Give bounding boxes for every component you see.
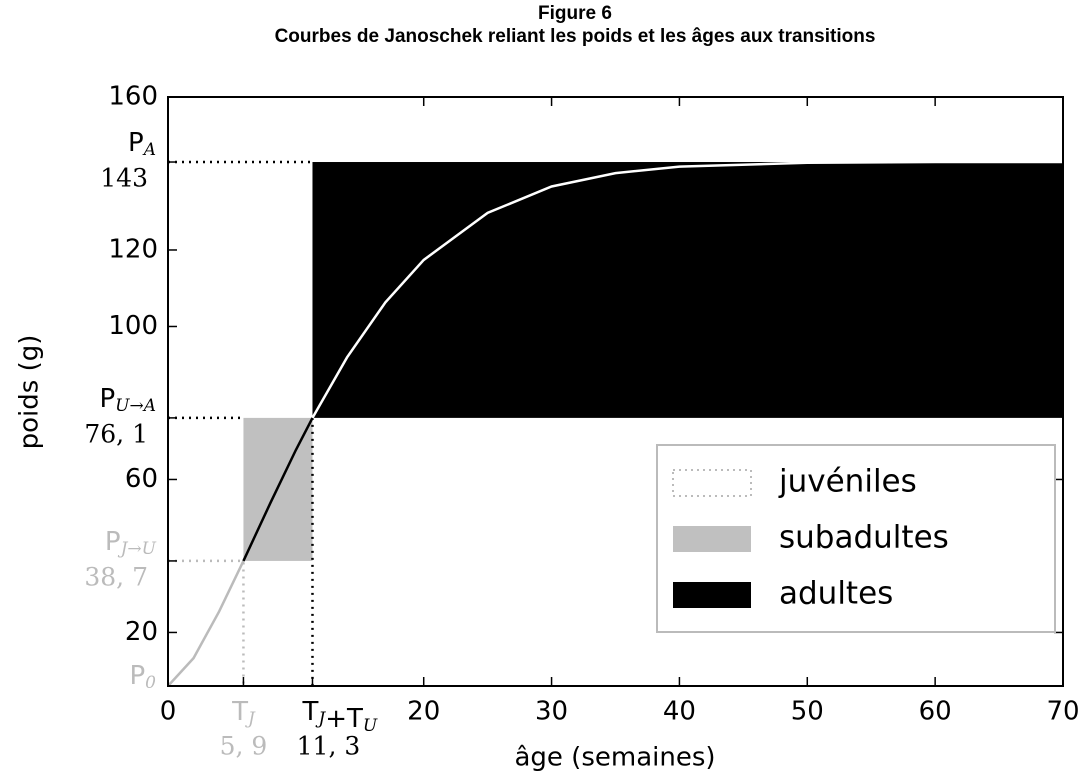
symbol-subscript: 0 xyxy=(145,673,156,693)
tick-symbol: PU→A xyxy=(99,383,156,415)
legend-swatch xyxy=(673,582,751,608)
symbol-text: P xyxy=(129,661,145,691)
tick-symbol: PA xyxy=(128,128,156,160)
y-tick-label: 38, 7 xyxy=(84,562,148,591)
x-tick-label: 20 xyxy=(407,697,440,727)
region xyxy=(168,559,245,686)
symbol-text: T xyxy=(231,697,248,727)
curve xyxy=(167,560,245,687)
x-tick-label: 30 xyxy=(535,697,568,727)
x-tick-label: 40 xyxy=(663,697,696,727)
legend-label: juvéniles xyxy=(778,464,917,500)
y-tick-label: 160 xyxy=(108,82,158,112)
symbol-subscript: A xyxy=(142,140,156,160)
symbol-text: P xyxy=(128,128,144,158)
symbol-subscript: J→U xyxy=(118,538,157,558)
symbol-text: P xyxy=(99,383,115,413)
symbol-subscript: U xyxy=(363,716,378,736)
y-tick-label: 143 xyxy=(100,164,148,193)
y-tick-label: 76, 1 xyxy=(84,419,148,448)
x-axis-label: âge (semaines) xyxy=(514,743,715,773)
plot-frame xyxy=(167,96,1064,687)
y-tick-label: 60 xyxy=(125,464,158,494)
tick-symbol: TJ xyxy=(231,697,256,729)
y-axis-label: poids (g) xyxy=(15,335,45,450)
symbol-subscript: J xyxy=(315,709,326,729)
y-tick-label: 100 xyxy=(108,311,158,341)
symbol-text: +T xyxy=(325,704,363,734)
tick-symbol: TJ+TU xyxy=(301,697,377,736)
region xyxy=(312,162,1063,418)
legend-swatch xyxy=(672,469,752,497)
chart-title: Figure 6 xyxy=(538,3,612,24)
x-tick-label: 60 xyxy=(919,697,952,727)
tick-symbol: P0 xyxy=(129,661,156,693)
legend-label: adultes xyxy=(779,576,893,612)
curve xyxy=(242,417,314,562)
tick-symbol: PJ→U xyxy=(105,526,157,558)
y-tick-label: 20 xyxy=(125,617,158,647)
x-tick-label: 70 xyxy=(1046,697,1079,727)
legend-swatch xyxy=(673,526,751,552)
symbol-text: T xyxy=(301,697,318,727)
curve xyxy=(311,160,1063,419)
legend-label: subadultes xyxy=(779,520,949,556)
chart-subtitle: Courbes de Janoschek reliant les poids e… xyxy=(275,26,876,47)
symbol-subscript: J xyxy=(245,709,256,729)
x-tick-label: 0 xyxy=(160,697,177,727)
symbol-subscript: U→A xyxy=(115,395,156,415)
y-tick-label: 120 xyxy=(108,234,158,264)
x-tick-label: 11, 3 xyxy=(297,732,361,761)
symbol-text: P xyxy=(105,526,121,556)
x-tick-label: 50 xyxy=(791,697,824,727)
x-tick-label: 5, 9 xyxy=(220,732,268,761)
